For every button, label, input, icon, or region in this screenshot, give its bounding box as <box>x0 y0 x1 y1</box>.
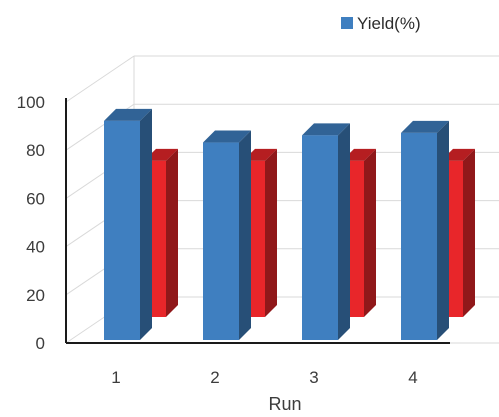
y-tick-label: 20 <box>26 286 45 305</box>
y-tick-label: 80 <box>26 141 45 160</box>
bar-yield-4-side <box>437 120 449 340</box>
bar-series2-1-side <box>166 148 178 317</box>
x-tick-label: 2 <box>210 368 219 387</box>
bar-marks <box>104 108 475 341</box>
x-tick-label: 4 <box>408 368 417 387</box>
y-tick-label: 60 <box>26 189 45 208</box>
y-tick-label: 40 <box>26 238 45 257</box>
bar-yield-3-side <box>338 123 350 340</box>
bar-series2-2-side <box>265 148 277 317</box>
grid-line-diagonal <box>65 55 135 103</box>
bar-yield-4-front <box>401 132 437 340</box>
bar-yield-1-side <box>140 108 152 341</box>
bar-yield-2-front <box>203 142 239 340</box>
x-tick-label: 3 <box>309 368 318 387</box>
bar-series2-1-top <box>144 148 178 161</box>
y-tick-label: 0 <box>36 334 45 353</box>
bar-series2-3-side <box>364 148 376 317</box>
axis-lines <box>65 98 450 344</box>
bar-series2-4-side <box>463 148 475 317</box>
bar-yield-1 <box>104 108 152 341</box>
bar-yield-1-front <box>104 120 140 341</box>
bar-yield-2-top <box>203 130 251 143</box>
bar-yield-2 <box>203 130 251 340</box>
bar-yield-3-front <box>302 135 338 340</box>
x-axis-title: Run <box>268 394 301 414</box>
bar-yield-1-top <box>104 108 152 121</box>
bar-yield-2-side <box>239 130 251 340</box>
bar-yield-4-top <box>401 120 449 133</box>
bar-series2-3-top <box>342 148 376 161</box>
legend-swatch-yield <box>341 17 353 29</box>
bar-yield-3 <box>302 123 350 340</box>
bar-yield-4 <box>401 120 449 340</box>
legend: Yield(%) <box>341 14 421 33</box>
x-tick-label: 1 <box>111 368 120 387</box>
bar-series2-4-top <box>441 148 475 161</box>
bar-yield-3-top <box>302 123 350 136</box>
legend-label-yield: Yield(%) <box>357 14 421 33</box>
y-tick-label: 100 <box>17 93 45 112</box>
y-axis-tick-labels: 0 20 40 60 80 100 <box>17 93 45 353</box>
bar-series2-2-top <box>243 148 277 161</box>
x-axis-tick-labels: 1 2 3 4 <box>111 368 417 387</box>
